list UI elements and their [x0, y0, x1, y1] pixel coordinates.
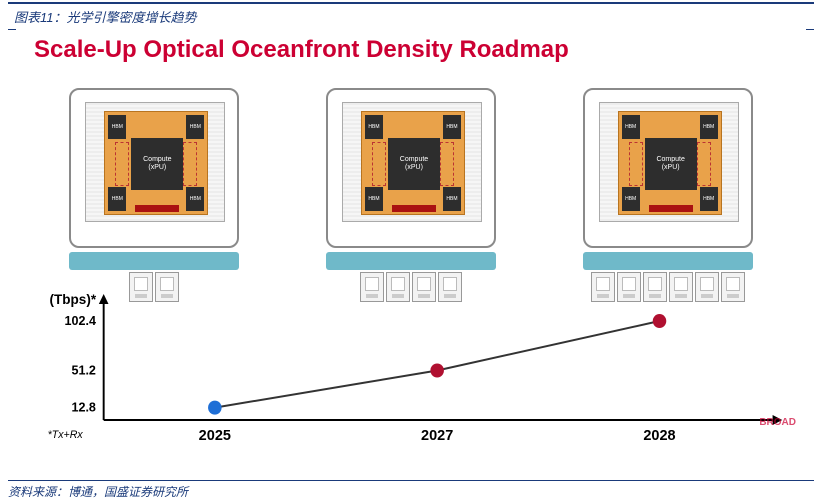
- slide-title: Scale-Up Optical Oceanfront Density Road…: [34, 36, 796, 64]
- hbm-icon: HBM: [622, 115, 640, 139]
- module-2028: HBM HBM HBM HBM Compute (xPU): [548, 88, 788, 302]
- hbm-icon: HBM: [108, 115, 126, 139]
- optical-bar: [69, 252, 239, 270]
- optical-bar: [326, 252, 496, 270]
- compute-die: Compute (xPU): [388, 138, 440, 190]
- svg-text:2028: 2028: [643, 428, 675, 444]
- svg-text:51.2: 51.2: [71, 362, 95, 377]
- svg-text:(Tbps)*: (Tbps)*: [50, 292, 97, 307]
- svg-text:12.8: 12.8: [71, 399, 95, 414]
- svg-text:102.4: 102.4: [65, 313, 97, 328]
- hbm-icon: HBM: [365, 115, 383, 139]
- serdes-icon: [649, 205, 693, 212]
- chip-package: HBM HBM HBM HBM Compute (xPU): [69, 88, 239, 248]
- module-row: HBM HBM HBM HBM Compute (xPU) HBM: [26, 72, 796, 302]
- serdes-icon: [392, 205, 436, 212]
- svg-text:2025: 2025: [199, 428, 231, 444]
- compute-die: Compute (xPU): [645, 138, 697, 190]
- hbm-icon: HBM: [443, 187, 461, 211]
- hbm-icon: HBM: [700, 115, 718, 139]
- figure-caption: 图表11：光学引擎密度增长趋势: [8, 2, 814, 30]
- svg-text:*Tx+Rx: *Tx+Rx: [48, 429, 84, 441]
- hbm-icon: HBM: [108, 187, 126, 211]
- optical-bar: [583, 252, 753, 270]
- density-chart: (Tbps)* 12.8 51.2 102.4 2025 2027 2028 *Tx+Rx: [36, 290, 790, 450]
- hbm-icon: HBM: [186, 187, 204, 211]
- svg-text:2027: 2027: [421, 428, 453, 444]
- module-2027: HBM HBM HBM HBM Compute (xPU): [291, 88, 531, 302]
- hbm-icon: HBM: [186, 115, 204, 139]
- compute-die: Compute (xPU): [131, 138, 183, 190]
- brand-logo: BROAD: [759, 417, 796, 428]
- slide: Scale-Up Optical Oceanfront Density Road…: [16, 28, 806, 456]
- module-2025: HBM HBM HBM HBM Compute (xPU): [34, 88, 274, 302]
- hbm-icon: HBM: [622, 187, 640, 211]
- chip-package: HBM HBM HBM HBM Compute (xPU): [583, 88, 753, 248]
- hbm-icon: HBM: [365, 187, 383, 211]
- hbm-icon: HBM: [443, 115, 461, 139]
- serdes-icon: [135, 205, 179, 212]
- figure-source: 资料来源：博通，国盛证券研究所: [8, 480, 814, 500]
- chip-package: HBM HBM HBM HBM Compute (xPU): [326, 88, 496, 248]
- hbm-icon: HBM: [700, 187, 718, 211]
